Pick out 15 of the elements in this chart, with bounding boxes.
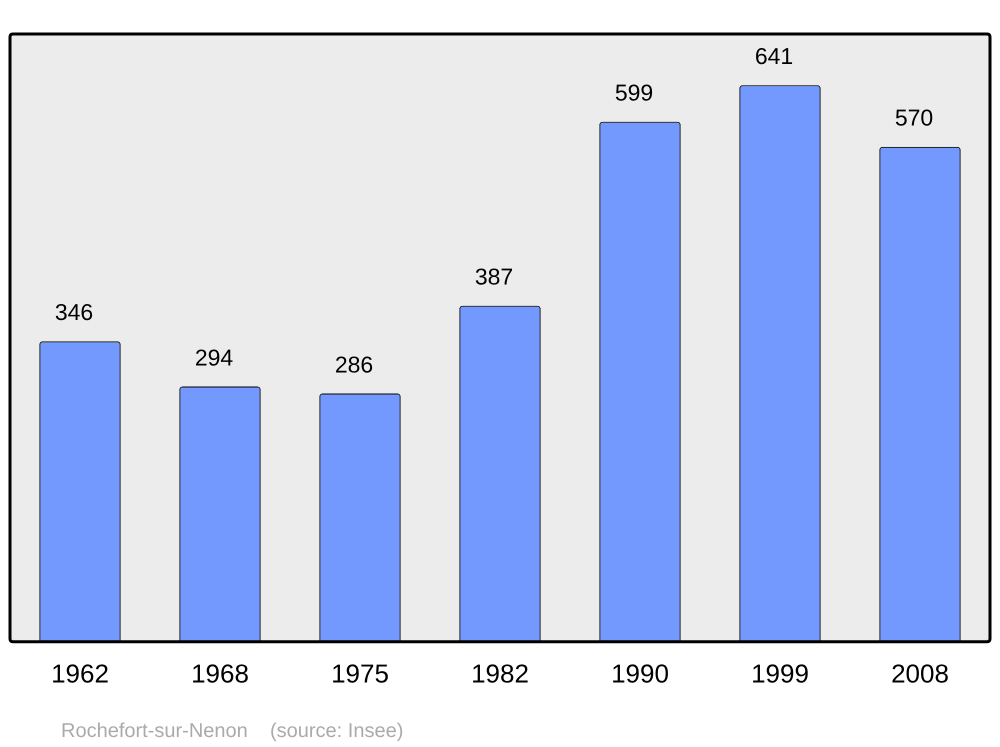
x-tick-label: 1968 xyxy=(191,658,249,689)
data-label: 570 xyxy=(894,104,934,131)
x-tick-label: 1962 xyxy=(51,658,109,689)
x-tick-label: 1999 xyxy=(751,658,809,689)
x-tick-label: 1975 xyxy=(331,658,389,689)
x-tick-label: 1982 xyxy=(471,658,529,689)
x-tick-label: 2008 xyxy=(891,658,949,689)
data-label: 599 xyxy=(614,80,654,106)
data-label: 387 xyxy=(474,264,514,290)
data-label: 294 xyxy=(194,344,234,370)
x-tick-label: 1990 xyxy=(611,658,669,689)
data-label: 641 xyxy=(754,43,794,70)
data-label: 286 xyxy=(334,351,374,378)
text: Rochefort-sur-Nenon (source: Insee) xyxy=(61,720,404,742)
data-label: 346 xyxy=(54,299,94,326)
